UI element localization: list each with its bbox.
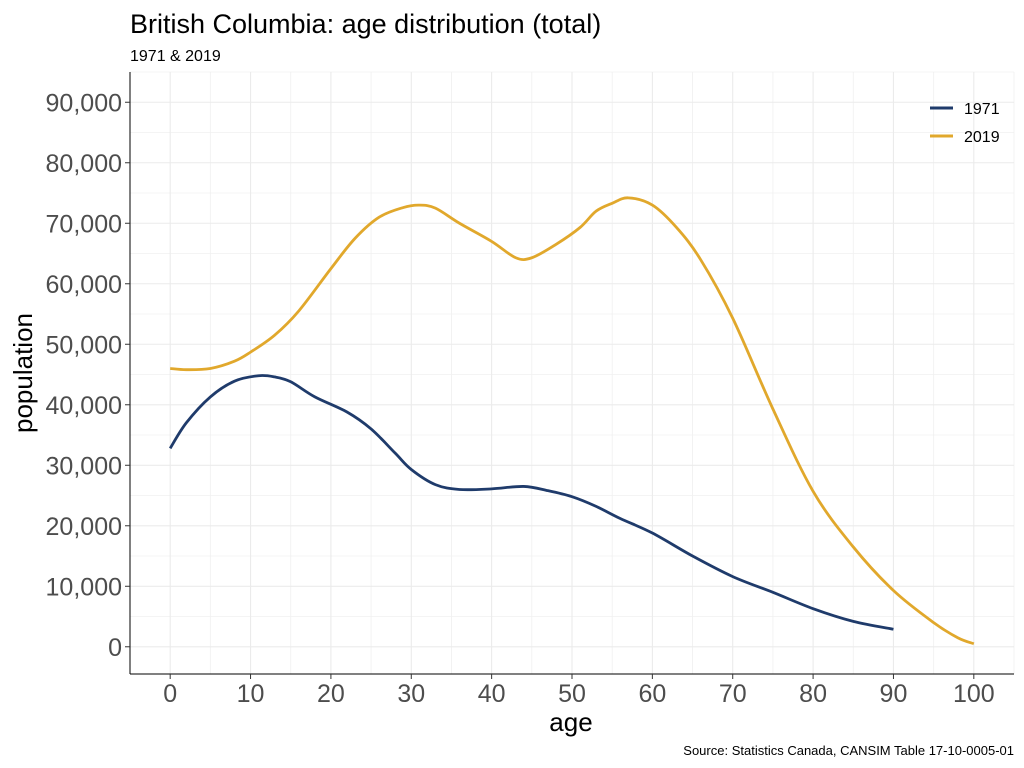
- legend: 1971 2019: [930, 101, 1000, 146]
- y-tick-label: 50,000: [46, 331, 122, 359]
- axes: [125, 72, 1014, 679]
- x-tick-label: 10: [237, 680, 265, 708]
- y-tick-label: 0: [108, 634, 122, 662]
- source-caption: Source: Statistics Canada, CANSIM Table …: [683, 743, 1014, 758]
- y-tick-label: 30,000: [46, 452, 122, 480]
- legend-label-1971: 1971: [964, 101, 1000, 118]
- x-tick-label: 20: [317, 680, 345, 708]
- x-tick-label: 50: [558, 680, 586, 708]
- y-tick-label: 90,000: [46, 89, 122, 117]
- y-axis-title: population: [8, 313, 38, 433]
- series-line-1971: [168, 374, 894, 631]
- y-tick-label: 70,000: [46, 210, 122, 238]
- y-tick-label: 40,000: [46, 392, 122, 420]
- chart-subtitle: 1971 & 2019: [130, 48, 221, 65]
- x-tick-label: 60: [638, 680, 666, 708]
- y-tick-label: 10,000: [46, 573, 122, 601]
- chart-title: British Columbia: age distribution (tota…: [130, 9, 601, 39]
- grid: [129, 71, 1015, 674]
- x-tick-label: 100: [953, 680, 995, 708]
- series-line-2019: [170, 196, 975, 646]
- x-tick-label: 90: [880, 680, 908, 708]
- x-tick-label: 40: [478, 680, 506, 708]
- tick-labels: 0 10 20 30 40 50 60 70 80 90 100 0 10,000 20,000 30,00…: [46, 89, 995, 708]
- x-tick-label: 70: [719, 680, 747, 708]
- x-axis-title: age: [549, 707, 592, 737]
- y-tick-label: 80,000: [46, 150, 122, 178]
- x-tick-label: 30: [397, 680, 425, 708]
- legend-label-2019: 2019: [964, 129, 1000, 146]
- x-tick-label: 0: [163, 680, 177, 708]
- y-tick-label: 20,000: [46, 513, 122, 541]
- y-tick-label: 60,000: [46, 271, 122, 299]
- x-tick-label: 80: [799, 680, 827, 708]
- series: [168, 196, 975, 646]
